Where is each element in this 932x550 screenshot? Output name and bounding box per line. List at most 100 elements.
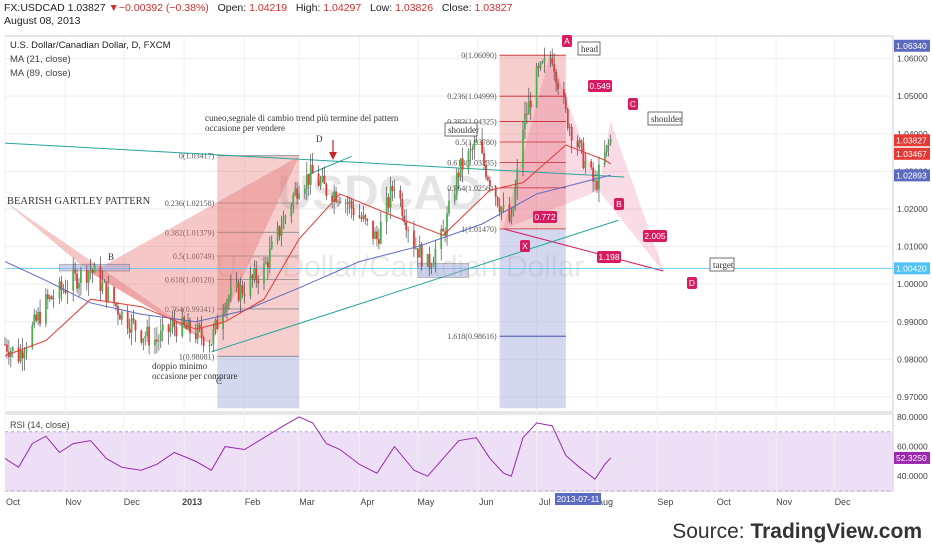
annotation-double-bottom: doppio minimo [152,361,208,371]
candle-body [169,327,172,332]
candle-body [17,347,20,362]
candle-body [161,324,164,331]
candle-body [457,172,460,178]
candle-body [118,314,121,320]
candle-body [594,180,596,182]
candle-body [251,275,254,279]
price-axis-badge [894,134,930,147]
candle-body [140,330,143,343]
candle-body [389,186,392,208]
candle-body [298,193,300,199]
candle-body [280,228,283,236]
candle-body [226,301,228,310]
fib-level-label: 0.236(1.04999) [447,92,497,101]
x-tick-label: May [417,497,435,507]
fib-level-label: 0.236(1.02158) [165,199,215,208]
y-tick-label: 0.99000 [897,317,928,327]
candle-body [557,83,559,90]
candle-body [228,297,230,302]
candle-body [553,63,556,72]
x-tick-label: Jul [539,497,551,507]
fib-level-label: 0.764(1.02561) [447,184,497,193]
source-prefix: Source: [672,520,751,543]
candle-body [154,339,156,346]
legend-title: U.S. Dollar/Canadian Dollar, D, FXCM [10,40,171,51]
ratio-bc: 2.005 [644,231,666,241]
candle-body [134,320,137,331]
candle-body [35,314,38,321]
candle-body [539,62,542,69]
candle-body [414,248,417,250]
price-axis-label: 1.06340 [896,41,927,51]
candle-body [212,329,215,345]
source-brand: TradingView.com [750,520,922,543]
candle-body [239,285,242,301]
candle-body [208,345,211,347]
candle-body [99,265,102,292]
candle-body [584,161,587,168]
bat-triangle-left [502,53,600,230]
bat-point-b: B [616,199,622,209]
rsi-line [4,416,612,480]
candle-body [570,126,573,141]
x-tick-label: Dec [124,497,141,507]
candle-body [524,113,526,130]
pattern-point-d: D [316,134,323,144]
candle-body [317,173,320,186]
candle-body [442,228,445,232]
price-change: ▼−0.00392 (−0.38%) [108,2,209,14]
bat-point-d: D [689,278,695,288]
candle-body [592,167,595,182]
candle-body [325,183,328,196]
quote-header: FX:USDCAD 1.03827 ▼−0.00392 (−0.38%) Ope… [0,0,932,28]
ratio-xb: 0.772 [534,212,556,222]
candle-body [376,231,378,240]
fib-zone-left-ext [217,356,300,409]
candle-body [428,254,431,268]
y-tick-label: 1.05000 [897,91,928,101]
x-tick-label: Dec [835,497,852,507]
candle-body [52,298,55,300]
price-chart[interactable]: 0.97000 0.98000 0.99000 1.00000 1.01000 1.020… [0,28,932,510]
candle-body [455,172,458,195]
fib-level-label: 0.5(1.00749) [173,252,215,261]
candle-body [19,350,22,362]
label-shoulder-left: shoulder [448,125,479,135]
rsi-legend: RSI (14, close) [10,420,70,430]
candle-body [549,58,552,60]
candle-body [126,311,129,329]
candle-body [576,140,579,148]
annotation-buy: occasione per comprare [152,371,237,381]
open-value: 1.04219 [249,2,288,14]
candle-body [175,326,178,337]
label-head-box [577,41,601,56]
last-price: 1.03827 [67,2,106,14]
candle-body [566,109,569,129]
candle-body [535,66,538,108]
candle-body [555,71,558,84]
candle-body [516,168,519,189]
candle-body [426,254,429,267]
candle-body [377,239,380,244]
candle-body [580,140,583,143]
candle-body [358,215,361,218]
close-label: Close: [441,2,472,14]
x-tick-label: Oct [717,497,732,507]
rsi-y-tick-label: 80.0000 [897,412,928,422]
candle-body [37,311,40,321]
candle-body [374,231,376,239]
candle-body [551,58,554,64]
candle-body [257,280,260,284]
candle-body [105,281,108,302]
candle-body [62,289,65,291]
candle-body [76,273,78,289]
pattern-point-c: C [216,376,222,386]
candle-body [107,287,110,302]
candle-body [202,337,205,347]
candle-body [333,191,336,202]
price-axis-badge [894,147,930,160]
x-tick-label: Jun [479,497,494,507]
price-pane [4,35,894,413]
fib-level-label: 1.618(0.98616) [447,332,497,341]
candle-body [31,325,34,348]
